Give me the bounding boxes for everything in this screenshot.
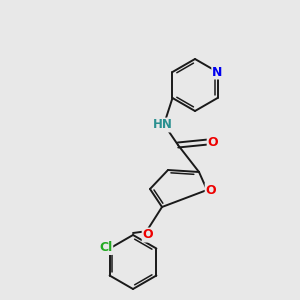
Text: Cl: Cl xyxy=(99,241,112,254)
Text: O: O xyxy=(208,136,218,148)
Text: HN: HN xyxy=(153,118,173,131)
Text: O: O xyxy=(143,229,153,242)
Text: N: N xyxy=(212,65,223,79)
Text: O: O xyxy=(206,184,216,196)
